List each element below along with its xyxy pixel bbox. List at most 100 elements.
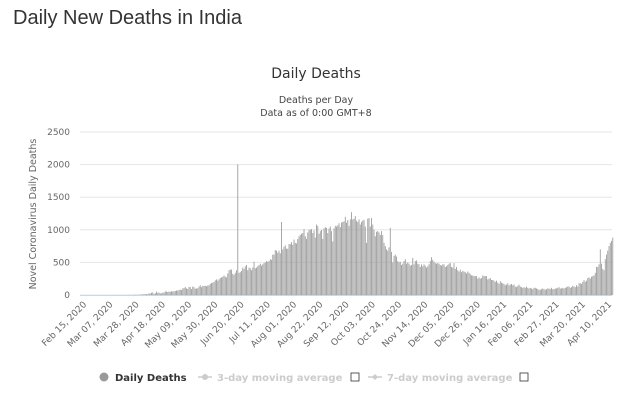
bar[interactable]: [446, 266, 447, 295]
bar[interactable]: [591, 276, 592, 295]
bar[interactable]: [368, 218, 370, 295]
bar[interactable]: [366, 242, 367, 295]
bar[interactable]: [301, 233, 302, 295]
bar[interactable]: [307, 232, 309, 295]
bar[interactable]: [464, 272, 466, 295]
bar[interactable]: [221, 277, 222, 295]
bar[interactable]: [232, 273, 234, 295]
bar[interactable]: [177, 290, 179, 295]
bar[interactable]: [493, 280, 495, 295]
bar[interactable]: [612, 237, 614, 295]
bar[interactable]: [199, 285, 201, 295]
bar[interactable]: [391, 251, 392, 295]
bar[interactable]: [349, 219, 351, 295]
bar[interactable]: [457, 270, 459, 295]
bar[interactable]: [443, 264, 445, 295]
bar[interactable]: [472, 275, 474, 295]
bar[interactable]: [453, 263, 455, 295]
bar[interactable]: [256, 267, 257, 295]
bar[interactable]: [194, 288, 196, 295]
bar[interactable]: [162, 292, 164, 295]
bar[interactable]: [174, 290, 176, 295]
bar[interactable]: [327, 233, 329, 295]
checkbox-3day-average[interactable]: [350, 372, 360, 382]
bar[interactable]: [263, 263, 265, 295]
bar[interactable]: [316, 224, 317, 295]
bar[interactable]: [242, 267, 244, 295]
bar[interactable]: [478, 277, 480, 295]
bar[interactable]: [241, 270, 242, 295]
bar[interactable]: [558, 287, 560, 295]
bar[interactable]: [371, 218, 372, 295]
bar[interactable]: [281, 221, 282, 295]
bar[interactable]: [257, 266, 259, 295]
bar[interactable]: [554, 288, 556, 295]
bar[interactable]: [373, 229, 375, 295]
bar[interactable]: [376, 231, 377, 295]
bar[interactable]: [423, 264, 425, 295]
bar[interactable]: [367, 218, 369, 295]
bar[interactable]: [208, 285, 210, 295]
bar[interactable]: [304, 236, 306, 295]
bar[interactable]: [151, 292, 152, 295]
bar[interactable]: [274, 250, 276, 295]
bar[interactable]: [193, 287, 195, 295]
bar[interactable]: [244, 266, 246, 295]
bar[interactable]: [359, 224, 361, 295]
bar[interactable]: [606, 254, 607, 295]
bar[interactable]: [219, 278, 221, 295]
bar[interactable]: [297, 238, 299, 295]
bar[interactable]: [142, 294, 144, 295]
bar[interactable]: [544, 289, 546, 295]
bar[interactable]: [227, 273, 229, 295]
bar[interactable]: [291, 242, 292, 295]
bar[interactable]: [148, 293, 150, 295]
bar[interactable]: [378, 232, 380, 295]
bar[interactable]: [333, 228, 335, 295]
bar[interactable]: [537, 289, 539, 295]
bar[interactable]: [164, 291, 166, 295]
bar[interactable]: [592, 276, 594, 295]
bar[interactable]: [188, 286, 190, 295]
bar[interactable]: [406, 263, 407, 295]
bar[interactable]: [372, 224, 374, 295]
bar[interactable]: [546, 289, 547, 295]
bar[interactable]: [209, 283, 211, 295]
bar[interactable]: [563, 288, 565, 295]
bar[interactable]: [331, 231, 332, 295]
bar[interactable]: [364, 226, 366, 295]
bar[interactable]: [459, 269, 461, 295]
bar[interactable]: [144, 294, 146, 295]
bar[interactable]: [181, 290, 182, 295]
bar[interactable]: [488, 278, 490, 295]
bar[interactable]: [324, 227, 326, 295]
bar[interactable]: [147, 294, 149, 295]
bar[interactable]: [447, 265, 449, 295]
bar[interactable]: [499, 281, 501, 295]
bar[interactable]: [172, 291, 174, 295]
bar[interactable]: [449, 263, 451, 295]
bar[interactable]: [494, 281, 496, 295]
bar[interactable]: [338, 223, 340, 295]
bar[interactable]: [564, 287, 566, 295]
bar[interactable]: [326, 227, 327, 295]
bar[interactable]: [319, 231, 321, 295]
bar[interactable]: [343, 221, 345, 295]
bar[interactable]: [342, 221, 344, 295]
bar[interactable]: [586, 280, 587, 295]
bar[interactable]: [506, 284, 507, 295]
bar[interactable]: [166, 291, 167, 295]
bar[interactable]: [497, 282, 499, 295]
bar[interactable]: [336, 226, 337, 295]
bar[interactable]: [583, 280, 585, 295]
bar[interactable]: [539, 289, 541, 295]
bar[interactable]: [253, 261, 255, 295]
bar[interactable]: [238, 272, 240, 295]
bar[interactable]: [394, 254, 396, 295]
bar[interactable]: [248, 267, 250, 295]
bar[interactable]: [602, 268, 604, 295]
bar[interactable]: [528, 288, 530, 295]
bar[interactable]: [249, 268, 251, 295]
bar[interactable]: [502, 283, 504, 295]
bar[interactable]: [287, 248, 289, 295]
